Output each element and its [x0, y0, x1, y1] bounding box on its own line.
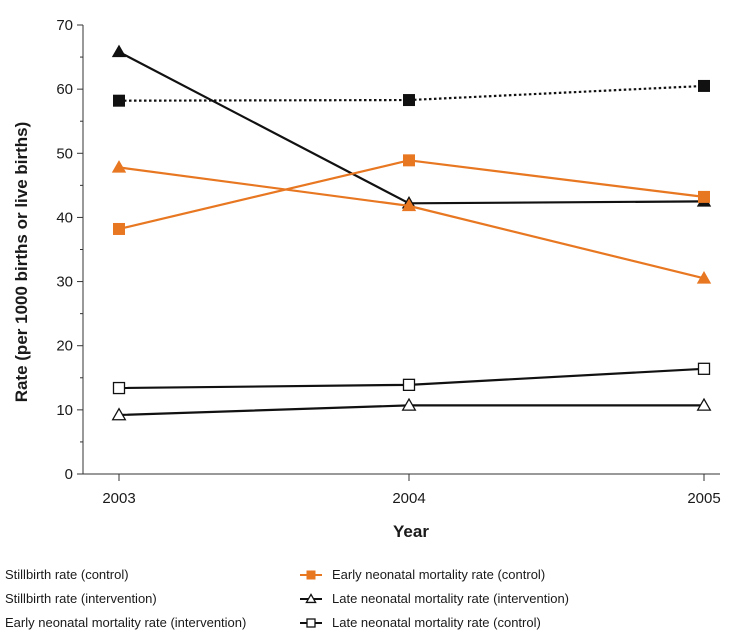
x-axis: 2003 2004 2005	[83, 473, 721, 507]
data-point	[111, 44, 127, 58]
series	[113, 154, 710, 235]
data-point	[112, 381, 126, 395]
data-point	[403, 154, 415, 167]
legend-label: Stillbirth rate (control)	[5, 567, 129, 582]
y-tick-label: 0	[65, 466, 73, 483]
series	[111, 160, 712, 284]
legend-item: Stillbirth rate (intervention)	[5, 591, 157, 606]
data-point	[401, 397, 417, 411]
legend-label: Early neonatal mortality rate (intervent…	[5, 615, 246, 630]
series	[111, 44, 712, 209]
series-line	[118, 166, 705, 280]
y-tick-label: 30	[56, 274, 73, 291]
series	[111, 397, 712, 421]
data-point	[697, 362, 711, 375]
data-point	[698, 79, 710, 92]
series-line	[118, 50, 705, 205]
x-tick-label: 2005	[687, 490, 720, 507]
data-point	[401, 198, 417, 212]
x-tick-label: 2003	[102, 490, 135, 507]
y-axis: 0 10 20 30 40 50 60 70	[56, 17, 84, 483]
data-point	[111, 407, 127, 421]
plot-area	[111, 44, 712, 421]
legend-item: Early neonatal mortality rate (intervent…	[5, 615, 246, 630]
y-tick-label: 70	[56, 17, 73, 34]
legend-label: Stillbirth rate (intervention)	[5, 591, 157, 606]
series-line	[118, 159, 705, 231]
x-tick-label: 2004	[392, 490, 425, 507]
data-point	[111, 160, 127, 173]
data-point	[305, 593, 317, 604]
y-tick-label: 10	[56, 402, 73, 419]
legend-label: Early neonatal mortality rate (control)	[332, 567, 545, 582]
data-point	[698, 190, 710, 203]
y-axis-title: Rate (per 1000 births or live births)	[12, 122, 31, 403]
data-point	[113, 94, 125, 107]
data-point	[306, 618, 316, 628]
legend-label: Late neonatal mortality rate (interventi…	[332, 591, 569, 606]
data-point	[403, 94, 415, 107]
legend-label: Late neonatal mortality rate (control)	[332, 615, 541, 630]
legend-item: Late neonatal mortality rate (control)	[300, 615, 541, 630]
y-tick-label: 20	[56, 338, 73, 355]
data-point	[113, 222, 125, 235]
y-tick-label: 60	[56, 81, 73, 98]
data-point	[402, 378, 416, 391]
legend-item: Early neonatal mortality rate (control)	[300, 567, 545, 582]
data-point	[696, 397, 712, 411]
y-tick-label: 40	[56, 209, 73, 226]
legend: Stillbirth rate (control) Stillbirth rate…	[5, 567, 569, 630]
y-tick-label: 50	[56, 145, 73, 162]
data-point	[306, 570, 316, 580]
legend-item: Stillbirth rate (control)	[5, 567, 129, 582]
x-axis-title: Year	[393, 522, 429, 541]
series	[112, 362, 711, 395]
legend-item: Late neonatal mortality rate (interventi…	[300, 591, 569, 606]
series	[113, 79, 710, 107]
data-point	[696, 271, 712, 284]
